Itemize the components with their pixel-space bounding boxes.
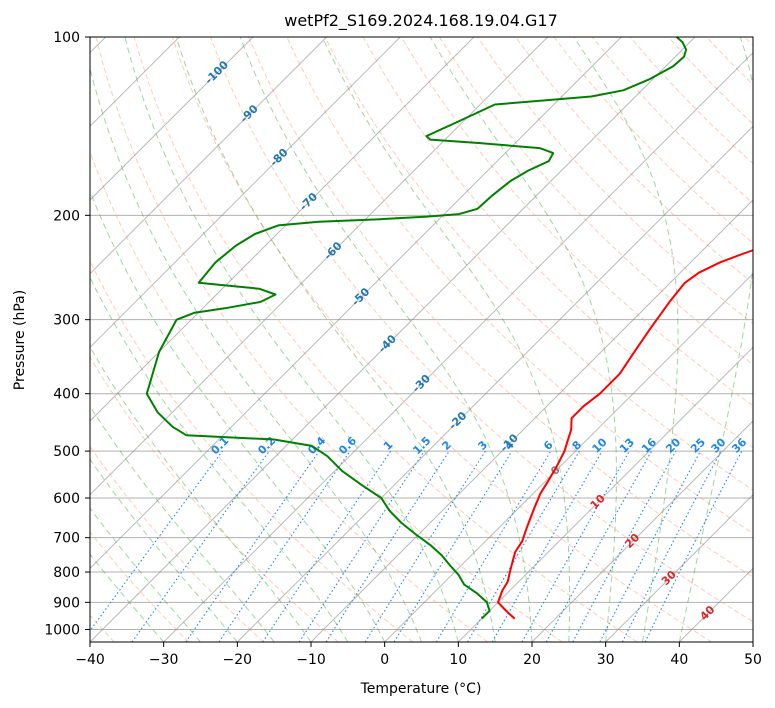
dry-adiabat-line xyxy=(133,37,638,642)
x-tick-label: 30 xyxy=(597,652,615,668)
x-tick-label: −10 xyxy=(296,652,326,668)
mixing-ratio-line xyxy=(545,450,653,642)
moist-adiabat-line xyxy=(678,37,753,642)
y-tick-label: 700 xyxy=(53,531,80,547)
mixing-ratio-line xyxy=(521,450,630,642)
dry-adiabat-line xyxy=(400,37,753,407)
isotherm-line xyxy=(90,37,254,201)
moist-adiabat-line xyxy=(175,37,496,642)
dry-adiabat-line xyxy=(90,356,339,642)
moist-adiabat-line xyxy=(90,189,386,642)
mixing-ratio-line xyxy=(393,450,513,642)
isotherm-line xyxy=(310,199,753,642)
moist-adiabat-line xyxy=(90,553,165,642)
mixing-ratio-line xyxy=(325,450,450,642)
dry-adiabat-line xyxy=(90,531,190,642)
y-tick-label: 300 xyxy=(53,313,80,329)
mixing-ratio-line xyxy=(185,450,320,642)
moist-adiabat-line xyxy=(321,37,571,642)
x-tick-label: −40 xyxy=(75,652,105,668)
moist-adiabat-line xyxy=(429,37,617,642)
dry-adiabat-line xyxy=(210,37,753,623)
moist-adiabat-line xyxy=(90,66,422,642)
dry-adiabat-line xyxy=(515,37,753,284)
chart-title: wetPf2_S169.2024.168.19.04.G17 xyxy=(284,11,558,31)
isotherm-line xyxy=(384,272,753,642)
mixing-ratio-lines xyxy=(90,450,743,642)
y-tick-label: 400 xyxy=(53,387,80,403)
y-tick-label: 1000 xyxy=(44,622,80,638)
x-tick-label: −20 xyxy=(223,652,253,668)
mixing-ratio-line xyxy=(644,450,743,642)
isotherm-line xyxy=(90,37,401,349)
y-tick-label: 100 xyxy=(53,30,80,46)
y-tick-label: 200 xyxy=(53,208,80,224)
mixing-ratio-line xyxy=(572,450,677,642)
x-tick-label: 0 xyxy=(380,652,389,668)
moist-adiabat-line xyxy=(573,37,679,642)
y-axis-ticks: 100 200 300 400 500 600 700 800 900 1000 xyxy=(44,30,90,638)
dewpoint-trace xyxy=(145,37,688,620)
moist-adiabat-line xyxy=(90,276,349,642)
y-tick-label: 900 xyxy=(53,595,80,611)
x-tick-label: 50 xyxy=(744,652,762,668)
isotherm-line xyxy=(605,493,753,642)
temperature-trace xyxy=(497,249,753,620)
isotherm-line xyxy=(90,37,328,275)
x-tick-label: 10 xyxy=(449,652,467,668)
y-tick-label: 500 xyxy=(53,444,80,460)
isotherm-line xyxy=(531,420,753,642)
moist-adiabat-line xyxy=(239,37,533,642)
mixing-ratio-line xyxy=(298,450,425,642)
dry-adiabat-line xyxy=(324,37,753,491)
y-tick-label: 800 xyxy=(53,565,80,581)
moist-adiabat-line xyxy=(124,37,459,642)
x-tick-label: 20 xyxy=(523,652,541,668)
isotherm-line xyxy=(90,37,622,570)
x-tick-label: −30 xyxy=(149,652,179,668)
moist-adiabat-line xyxy=(90,507,201,642)
plot-frame xyxy=(89,36,754,643)
y-tick-label: 600 xyxy=(53,491,80,507)
x-axis-ticks: −40 −30 −20 −10 0 10 20 30 40 50 xyxy=(75,642,762,668)
moist-adiabat-line xyxy=(90,405,275,642)
sounding-traces xyxy=(145,37,753,620)
isotherm-line xyxy=(90,37,549,496)
dry-adiabat-line xyxy=(248,37,753,578)
isotherm-line xyxy=(457,346,753,642)
dry-adiabat-line xyxy=(171,37,712,642)
x-axis-title: Temperature (°C) xyxy=(360,681,482,697)
y-axis-title: Pressure (hPa) xyxy=(12,290,28,390)
x-tick-label: 40 xyxy=(670,652,688,668)
isotherm-line xyxy=(90,37,696,642)
mixing-ratio-line xyxy=(90,450,223,632)
isotherm-line xyxy=(163,51,753,642)
mixing-ratio-line xyxy=(131,450,270,642)
dry-adiabat-line xyxy=(90,150,488,642)
dry-adiabat-line xyxy=(90,445,264,642)
dry-adiabat-line xyxy=(438,37,753,366)
moist-adiabat-line xyxy=(90,458,238,642)
isotherm-line xyxy=(90,37,475,422)
isotherm-line xyxy=(236,125,753,642)
mixing-ratio-line xyxy=(262,450,392,642)
mixing-ratio-line xyxy=(218,450,351,642)
isotherms xyxy=(90,37,753,642)
